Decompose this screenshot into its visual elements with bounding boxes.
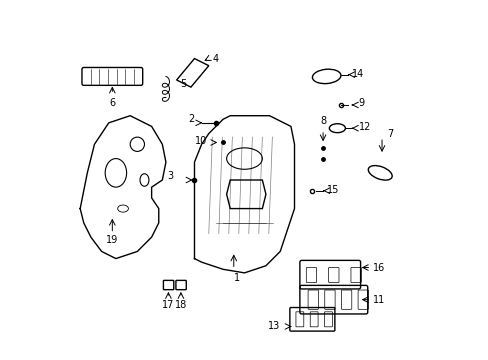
Text: 13: 13 bbox=[267, 321, 280, 332]
Text: 9: 9 bbox=[358, 98, 364, 108]
Text: 6: 6 bbox=[109, 98, 115, 108]
Text: 11: 11 bbox=[372, 295, 385, 305]
Text: 19: 19 bbox=[106, 235, 118, 246]
Text: 3: 3 bbox=[166, 171, 173, 181]
Text: 8: 8 bbox=[319, 116, 325, 126]
Text: 1: 1 bbox=[234, 273, 240, 283]
Text: 17: 17 bbox=[162, 300, 174, 310]
Text: 14: 14 bbox=[351, 68, 363, 78]
Text: 4: 4 bbox=[212, 54, 218, 64]
Text: 2: 2 bbox=[188, 114, 194, 124]
Text: 7: 7 bbox=[386, 129, 393, 139]
Text: 15: 15 bbox=[326, 185, 338, 195]
Text: 16: 16 bbox=[372, 262, 385, 273]
Text: 12: 12 bbox=[358, 122, 370, 132]
Text: 18: 18 bbox=[174, 300, 186, 310]
Text: 10: 10 bbox=[194, 136, 206, 146]
Text: 5: 5 bbox=[180, 78, 186, 89]
